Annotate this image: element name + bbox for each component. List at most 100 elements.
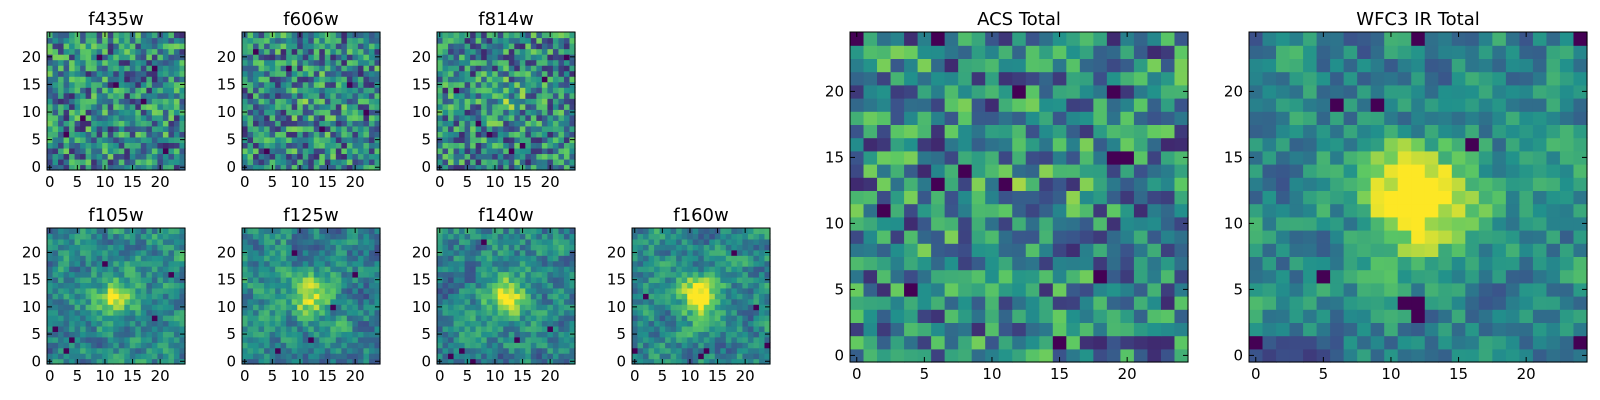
heatmap-cell (168, 233, 175, 240)
heatmap-cell (569, 353, 576, 360)
heatmap-cell (253, 59, 260, 66)
heatmap-cell (464, 353, 471, 360)
heatmap-cell (135, 87, 142, 94)
heatmap-cell (269, 59, 276, 66)
heatmap-cell (258, 320, 265, 327)
heatmap-cell (247, 164, 254, 171)
heatmap-cell (481, 70, 488, 77)
heatmap-cell (475, 43, 482, 50)
heatmap-cell (363, 287, 370, 294)
heatmap-cell (486, 125, 493, 132)
heatmap-cell (1106, 203, 1121, 218)
heatmap-cell (459, 136, 466, 143)
heatmap-cell (877, 282, 892, 297)
heatmap-cell (1039, 256, 1054, 271)
heatmap-cell (91, 131, 98, 138)
heatmap-cell (63, 114, 70, 121)
x-tick-label: 15 (513, 367, 532, 385)
heatmap-cell (69, 347, 76, 354)
heatmap-cell (63, 32, 70, 39)
heatmap-cell (676, 331, 683, 338)
heatmap-cell (363, 271, 370, 278)
heatmap-cell (157, 136, 164, 143)
heatmap-cell (519, 98, 526, 105)
heatmap-cell (286, 244, 293, 251)
heatmap-cell (168, 48, 175, 55)
heatmap-cell (453, 81, 460, 88)
heatmap-cell (297, 76, 304, 83)
heatmap-cell (47, 266, 54, 273)
heatmap-cell (253, 142, 260, 149)
heatmap-cell (168, 293, 175, 300)
heatmap-cell (308, 120, 315, 127)
heatmap-cell (1093, 203, 1108, 218)
heatmap-cell (764, 342, 771, 349)
heatmap-cell (74, 153, 81, 160)
heatmap-cell (703, 228, 710, 235)
heatmap-cell (313, 158, 320, 166)
heatmap-cell (530, 298, 537, 305)
heatmap-cell (146, 266, 153, 273)
heatmap-cell (280, 228, 287, 235)
heatmap-cell (1012, 230, 1027, 244)
heatmap-cell (850, 164, 865, 178)
heatmap-cell (1039, 243, 1054, 257)
heatmap-cell (459, 48, 466, 55)
heatmap-cell (676, 249, 683, 256)
heatmap-cell (525, 358, 532, 365)
heatmap-cell (363, 114, 370, 121)
heatmap-cell (302, 293, 309, 300)
heatmap-cell (497, 76, 504, 83)
heatmap-cell (280, 255, 287, 262)
heatmap-cell (168, 271, 175, 278)
heatmap-cell (52, 228, 59, 235)
heatmap-cell (720, 347, 727, 354)
heatmap-cell (264, 142, 271, 149)
heatmap-cell (151, 325, 158, 332)
heatmap-cell (264, 271, 271, 278)
heatmap-cell (692, 228, 699, 235)
heatmap-cell (459, 81, 466, 88)
heatmap-cell (530, 158, 537, 166)
heatmap-cell (107, 76, 114, 83)
heatmap-cell (747, 228, 755, 235)
heatmap-cell (302, 233, 309, 240)
heatmap-cell (102, 293, 109, 300)
heatmap-cell (113, 114, 120, 121)
heatmap-cell (437, 103, 444, 110)
heatmap-cell (118, 244, 125, 251)
heatmap-cell (442, 233, 449, 240)
heatmap-cell (464, 92, 471, 99)
heatmap-cell (459, 260, 466, 267)
heatmap-cell (91, 32, 98, 39)
heatmap-cell (308, 136, 315, 143)
heatmap-cell (692, 249, 699, 256)
heatmap-cell (736, 233, 743, 240)
heatmap-cell (1079, 335, 1094, 350)
heatmap-cell (253, 331, 260, 338)
heatmap-cell (558, 136, 565, 143)
heatmap-cell (470, 266, 477, 273)
heatmap-cell (242, 87, 249, 94)
heatmap-cell (753, 293, 760, 300)
heatmap-cell (497, 70, 504, 77)
heatmap-cell (335, 98, 342, 105)
heatmap-cell (330, 304, 337, 311)
heatmap-cell (140, 304, 147, 311)
heatmap-cell (470, 48, 477, 55)
heatmap-cell (442, 228, 449, 235)
heatmap-cell (173, 271, 181, 278)
heatmap-cell (758, 249, 766, 256)
heatmap-cell (648, 347, 655, 354)
heatmap-cell (319, 293, 326, 300)
heatmap-cell (747, 244, 755, 251)
heatmap-cell (514, 315, 521, 322)
heatmap-cell (291, 271, 298, 278)
heatmap-cell (470, 153, 477, 160)
heatmap-cell (470, 276, 477, 283)
heatmap-cell (374, 131, 381, 138)
heatmap-cell (552, 271, 560, 278)
heatmap-cell (758, 304, 766, 311)
